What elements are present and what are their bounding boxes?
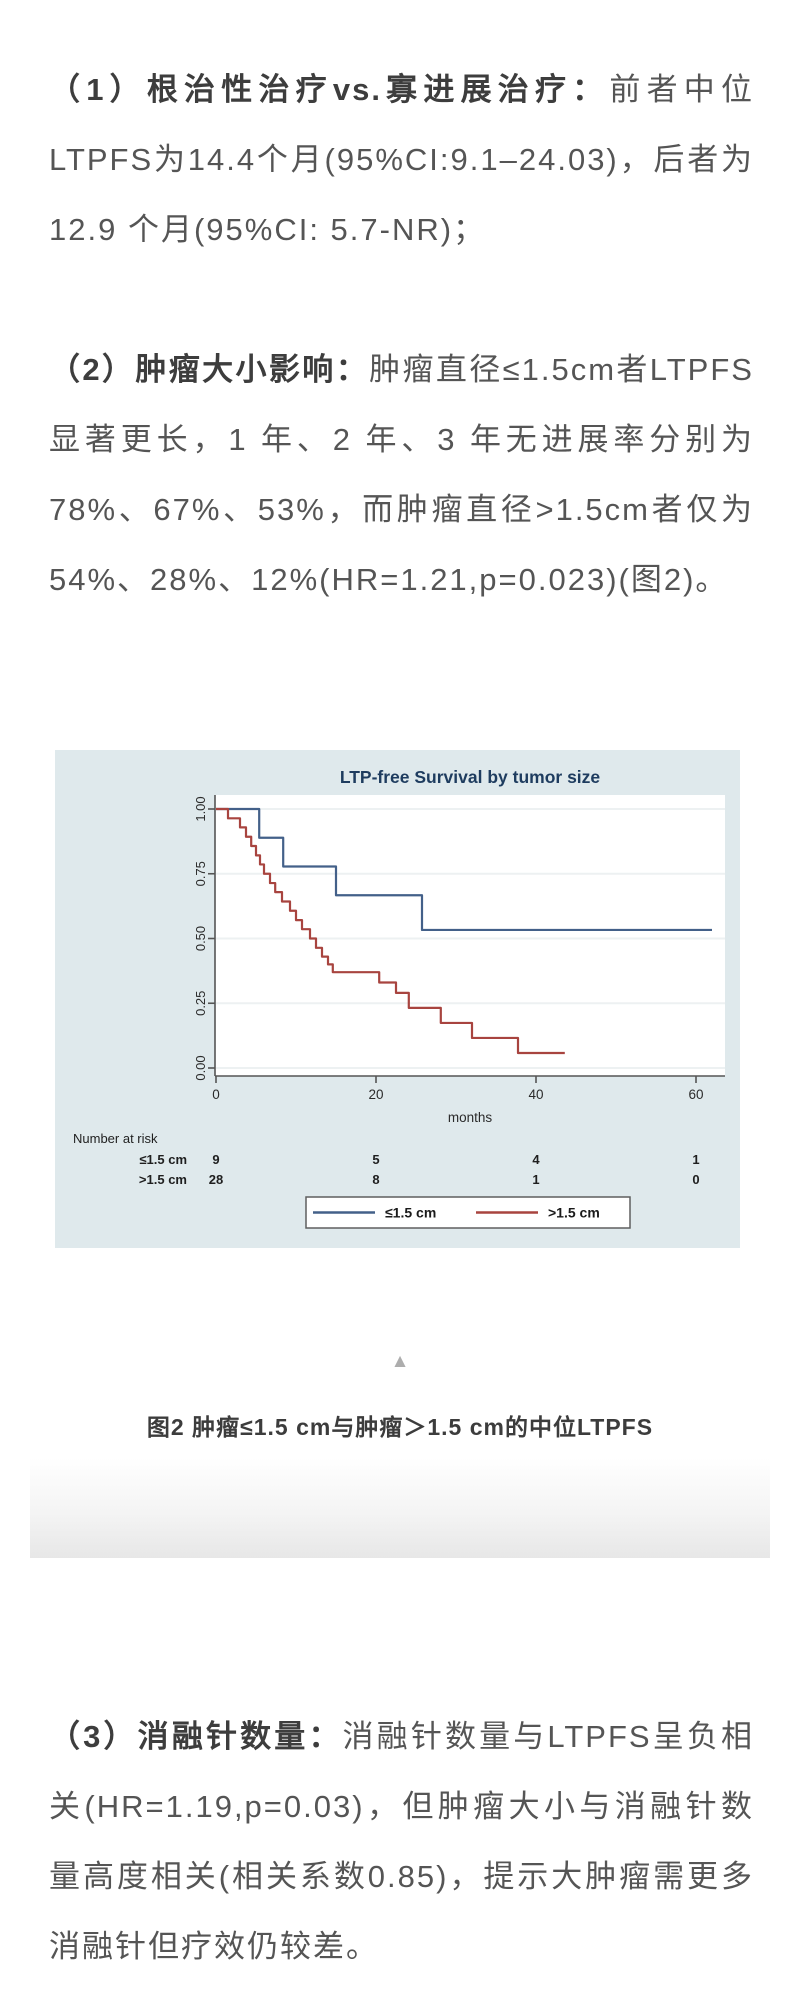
paragraph-1-lead: （1）根治性治疗vs.寡进展治疗： (49, 72, 610, 107)
x-axis-label: months (448, 1110, 493, 1125)
paragraph-2-body: 肿瘤直径≤1.5cm者LTPFS显著更长，1 年、2 年、3 年无进展率分别为7… (49, 352, 754, 597)
risk-count: 8 (372, 1172, 379, 1187)
km-survival-chart: LTP-free Survival by tumor size 1.00 0.75 0… (55, 750, 740, 1248)
legend-label: >1.5 cm (548, 1205, 600, 1221)
paragraph-needle-count: （3）消融针数量：消融针数量与LTPFS呈负相关(HR=1.19,p=0.03)… (49, 1702, 754, 1982)
collapse-arrow-icon[interactable]: ▲ (390, 1351, 410, 1372)
x-tick-label: 40 (528, 1087, 543, 1102)
risk-count: 1 (692, 1152, 699, 1167)
km-curve->1.5 cm (216, 807, 565, 1055)
risk-row-label: >1.5 cm (139, 1172, 187, 1187)
paragraph-3-lead: （3）消融针数量： (49, 1719, 343, 1754)
legend-label: ≤1.5 cm (385, 1205, 436, 1221)
x-tick-label: 0 (212, 1087, 220, 1102)
y-tick-label: 0.50 (193, 926, 208, 951)
y-tick-label: 0.00 (193, 1055, 208, 1080)
paragraph-3-body: 消融针数量与LTPFS呈负相关(HR=1.19,p=0.03)，但肿瘤大小与消融… (49, 1719, 754, 1964)
figure-caption: 图2 肿瘤≤1.5 cm与肿瘤＞1.5 cm的中位LTPFS (146, 1414, 654, 1440)
y-tick-label: 0.75 (193, 861, 208, 886)
chart-title: LTP-free Survival by tumor size (340, 767, 601, 787)
y-tick-label: 1.00 (193, 796, 208, 821)
plot-area (215, 795, 725, 1076)
paragraph-1-body: 前者中位LTPFS为14.4个月(95%CI:9.1–24.03)，后者为12.… (49, 72, 754, 247)
x-tick-label: 20 (368, 1087, 383, 1102)
risk-count: 28 (209, 1172, 223, 1187)
risk-count: 0 (692, 1172, 699, 1187)
paragraph-treatment-comparison: （1）根治性治疗vs.寡进展治疗：前者中位LTPFS为14.4个月(95%CI:… (49, 55, 754, 265)
risk-count: 9 (212, 1152, 219, 1167)
y-tick-label: 0.25 (193, 991, 208, 1016)
risk-count: 1 (532, 1172, 539, 1187)
paragraph-tumor-size: （2）肿瘤大小影响：肿瘤直径≤1.5cm者LTPFS显著更长，1 年、2 年、3… (49, 335, 754, 615)
risk-count: 5 (372, 1152, 379, 1167)
section-divider (30, 1458, 770, 1558)
risk-count: 4 (532, 1152, 540, 1167)
paragraph-2-lead: （2）肿瘤大小影响： (49, 352, 370, 387)
x-tick-label: 60 (688, 1087, 703, 1102)
km-curve-≤1.5 cm (216, 807, 712, 932)
number-at-risk-header: Number at risk (73, 1131, 158, 1146)
km-survival-chart-svg: LTP-free Survival by tumor size 1.00 0.75 0… (55, 750, 740, 1248)
risk-row-label: ≤1.5 cm (139, 1152, 187, 1167)
